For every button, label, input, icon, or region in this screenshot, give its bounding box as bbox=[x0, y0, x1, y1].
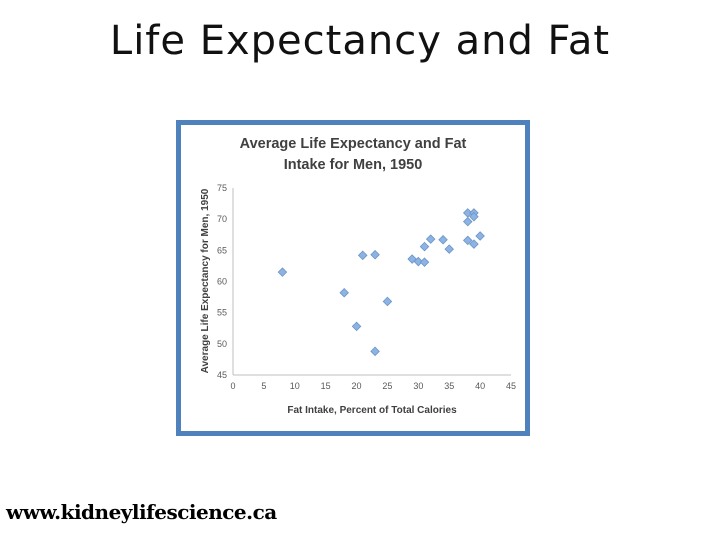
x-tick-label: 45 bbox=[506, 381, 516, 391]
footer-url: www.kidneylifescience.ca bbox=[6, 500, 277, 524]
data-point bbox=[469, 239, 479, 249]
y-tick-labels: 45 50 55 60 65 70 75 bbox=[217, 183, 227, 380]
x-tick-label: 5 bbox=[261, 381, 266, 391]
data-point bbox=[339, 287, 349, 298]
y-tick-label: 50 bbox=[217, 339, 227, 349]
chart-frame: Average Life Expectancy and Fat Intake f… bbox=[176, 120, 530, 436]
y-tick-label: 45 bbox=[217, 370, 227, 380]
data-point bbox=[475, 231, 485, 241]
data-point bbox=[444, 244, 454, 254]
x-tick-labels: 0 5 10 15 20 25 30 35 40 45 bbox=[230, 381, 516, 391]
y-tick-label: 60 bbox=[217, 277, 227, 287]
y-tick-label: 65 bbox=[217, 245, 227, 255]
data-point bbox=[413, 256, 424, 267]
chart-title-line-1: Average Life Expectancy and Fat bbox=[240, 136, 467, 152]
y-axis-label: Average Life Expectancy for Men, 1950 bbox=[200, 188, 211, 373]
data-point bbox=[351, 321, 362, 332]
data-point bbox=[370, 346, 380, 357]
y-tick-label: 70 bbox=[217, 214, 227, 224]
x-tick-label: 30 bbox=[413, 381, 423, 391]
data-point bbox=[407, 254, 417, 264]
slide-title: Life Expectancy and Fat bbox=[109, 18, 611, 64]
x-tick-label: 20 bbox=[352, 381, 362, 391]
data-point bbox=[277, 267, 288, 277]
x-tick-label: 10 bbox=[290, 381, 300, 391]
data-point bbox=[357, 250, 368, 261]
y-tick-label: 75 bbox=[217, 183, 227, 193]
data-point bbox=[462, 235, 473, 246]
data-point bbox=[419, 257, 430, 267]
data-point bbox=[462, 216, 473, 227]
data-point bbox=[370, 249, 380, 260]
x-tick-label: 25 bbox=[382, 381, 392, 391]
y-tick-label: 55 bbox=[217, 308, 227, 318]
x-tick-label: 0 bbox=[230, 381, 235, 391]
data-point bbox=[382, 296, 393, 307]
data-point bbox=[425, 234, 436, 244]
data-points bbox=[277, 208, 485, 357]
data-point bbox=[419, 241, 430, 252]
x-tick-label: 35 bbox=[444, 381, 454, 391]
data-point bbox=[438, 234, 448, 245]
x-tick-label: 40 bbox=[475, 381, 485, 391]
scatter-chart: Average Life Expectancy and Fat Intake f… bbox=[200, 136, 516, 416]
chart-title-line-2: Intake for Men, 1950 bbox=[284, 157, 423, 173]
data-point bbox=[469, 211, 479, 222]
x-axis-label: Fat Intake, Percent of Total Calories bbox=[287, 405, 457, 416]
x-tick-label: 15 bbox=[321, 381, 331, 391]
